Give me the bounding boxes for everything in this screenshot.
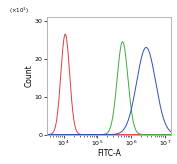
X-axis label: FITC-A: FITC-A [97,149,121,158]
Text: $(\times10^1)$: $(\times10^1)$ [9,6,29,16]
Y-axis label: Count: Count [24,64,33,87]
